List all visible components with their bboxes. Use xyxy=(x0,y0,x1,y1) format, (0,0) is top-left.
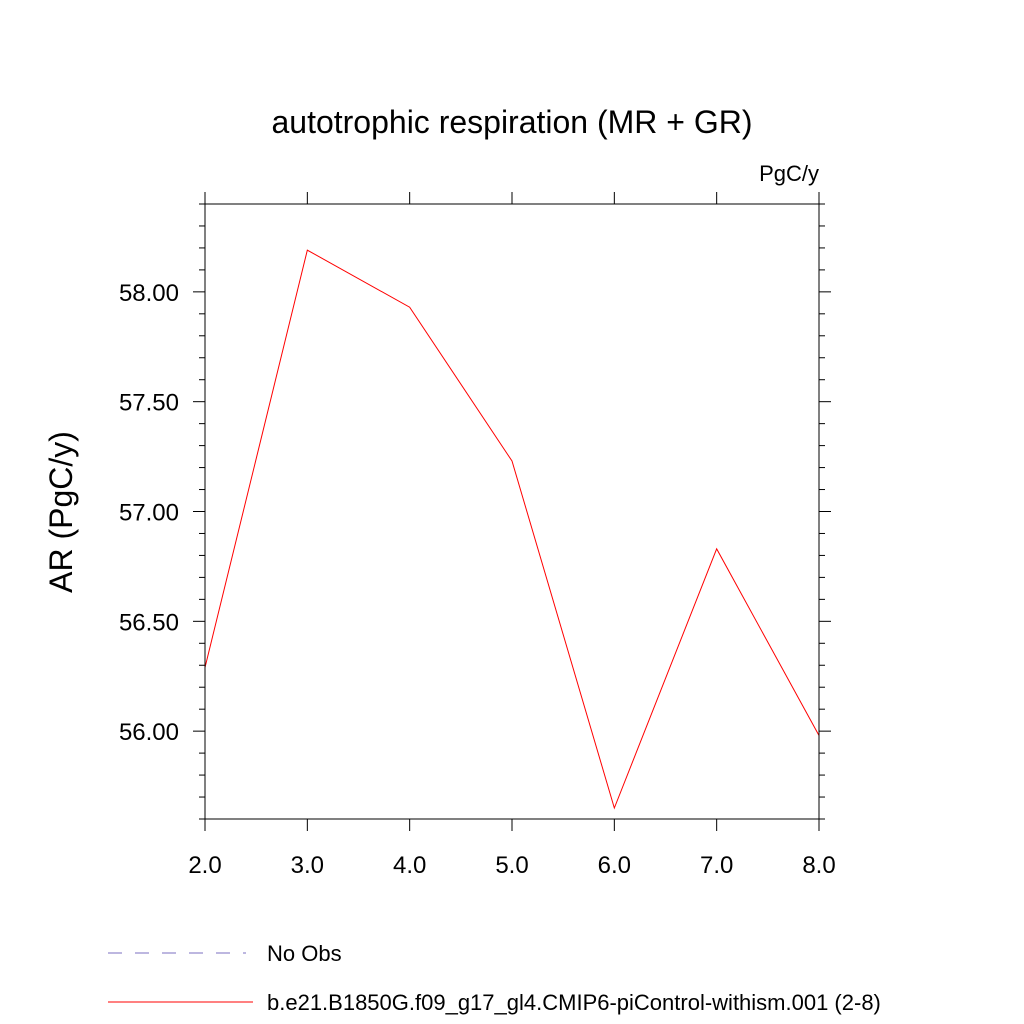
y-tick-label: 57.00 xyxy=(119,500,179,527)
legend: No Obs b.e21.B1850G.f09_g17_gl4.CMIP6-pi… xyxy=(108,941,881,1015)
y-tick-label: 56.00 xyxy=(119,719,179,746)
y-tick-label: 58.00 xyxy=(119,280,179,307)
x-tick-label: 5.0 xyxy=(495,852,528,879)
legend-label-series: b.e21.B1850G.f09_g17_gl4.CMIP6-piControl… xyxy=(267,990,881,1015)
plot-frame xyxy=(204,203,820,820)
x-tick-label: 2.0 xyxy=(188,852,221,879)
y-tick-label: 57.50 xyxy=(119,390,179,417)
x-tick-label: 3.0 xyxy=(291,852,324,879)
x-tick-label: 4.0 xyxy=(393,852,426,879)
legend-label-no-obs: No Obs xyxy=(267,941,342,966)
y-axis-label: AR (PgC/y) xyxy=(43,431,79,593)
x-tick-label: 6.0 xyxy=(598,852,631,879)
chart-title: autotrophic respiration (MR + GR) xyxy=(271,104,752,140)
y-tick-label: 56.50 xyxy=(119,609,179,636)
series-line xyxy=(204,249,820,810)
x-tick-label: 7.0 xyxy=(700,852,733,879)
x-tick-label: 8.0 xyxy=(802,852,835,879)
units-label: PgC/y xyxy=(759,161,819,186)
